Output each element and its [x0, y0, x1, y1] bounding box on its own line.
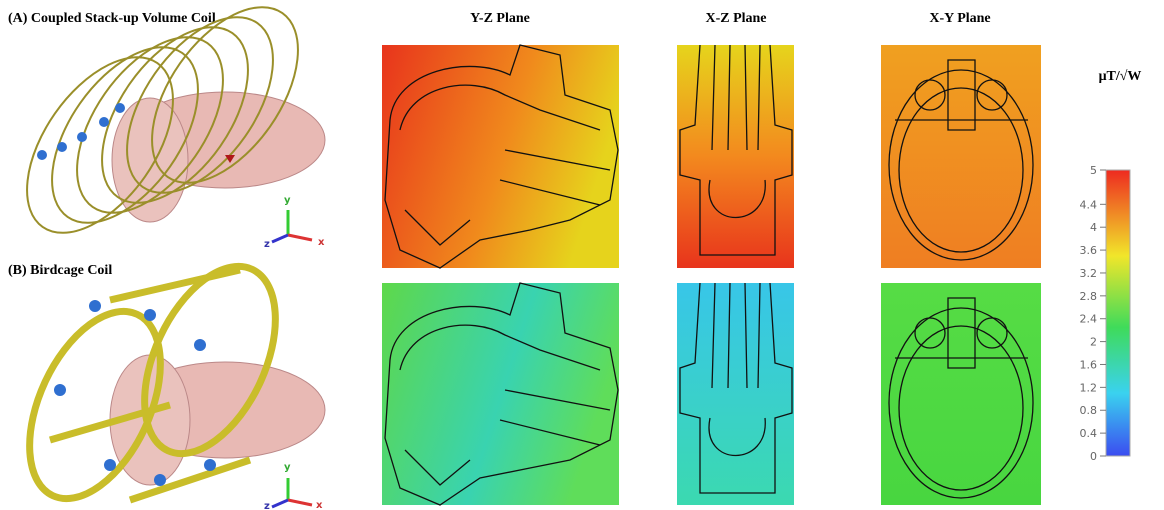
- tick-label: 4.4: [1080, 198, 1098, 211]
- axis-label: x: [316, 500, 323, 510]
- tick-label: 0: [1090, 450, 1097, 463]
- field-map: [881, 45, 1041, 505]
- colorbar-label: μT/√W: [1099, 69, 1142, 84]
- tick-label: 2.4: [1080, 313, 1098, 326]
- panel-label: (A) Coupled Stack-up Volume Coil: [8, 11, 216, 26]
- tick-label: 5: [1090, 164, 1097, 177]
- column-title: Y-Z Plane: [470, 11, 530, 26]
- tick-label: 2: [1090, 336, 1097, 349]
- tick-label: 2.8: [1080, 290, 1098, 303]
- page: (A) Coupled Stack-up Volume Coil (B) Bir…: [0, 0, 1164, 510]
- tick-label: 4: [1090, 221, 1097, 234]
- field-map: [382, 45, 619, 505]
- axis-label: z: [264, 239, 270, 250]
- axis-label: x: [318, 237, 325, 248]
- coil-render: [0, 0, 327, 258]
- axis-label: y: [284, 462, 291, 473]
- axis-label: z: [264, 501, 270, 510]
- column-title: X-Z Plane: [705, 11, 766, 26]
- tick-label: 0.8: [1080, 404, 1098, 417]
- tick-label: 3.2: [1080, 267, 1098, 280]
- coil-render: [3, 246, 325, 510]
- axis-label: y: [284, 195, 291, 206]
- tick-label: 0.4: [1080, 427, 1098, 440]
- tick-label: 1.2: [1080, 381, 1098, 394]
- column-title: X-Y Plane: [929, 11, 990, 26]
- panel-label: (B) Birdcage Coil: [8, 263, 112, 278]
- figure: (A) Coupled Stack-up Volume Coil (B) Bir…: [0, 0, 1164, 510]
- field-map: [677, 45, 794, 505]
- tick-label: 3.6: [1080, 244, 1098, 257]
- colorbar: [1106, 170, 1130, 456]
- tick-label: 1.6: [1080, 358, 1098, 371]
